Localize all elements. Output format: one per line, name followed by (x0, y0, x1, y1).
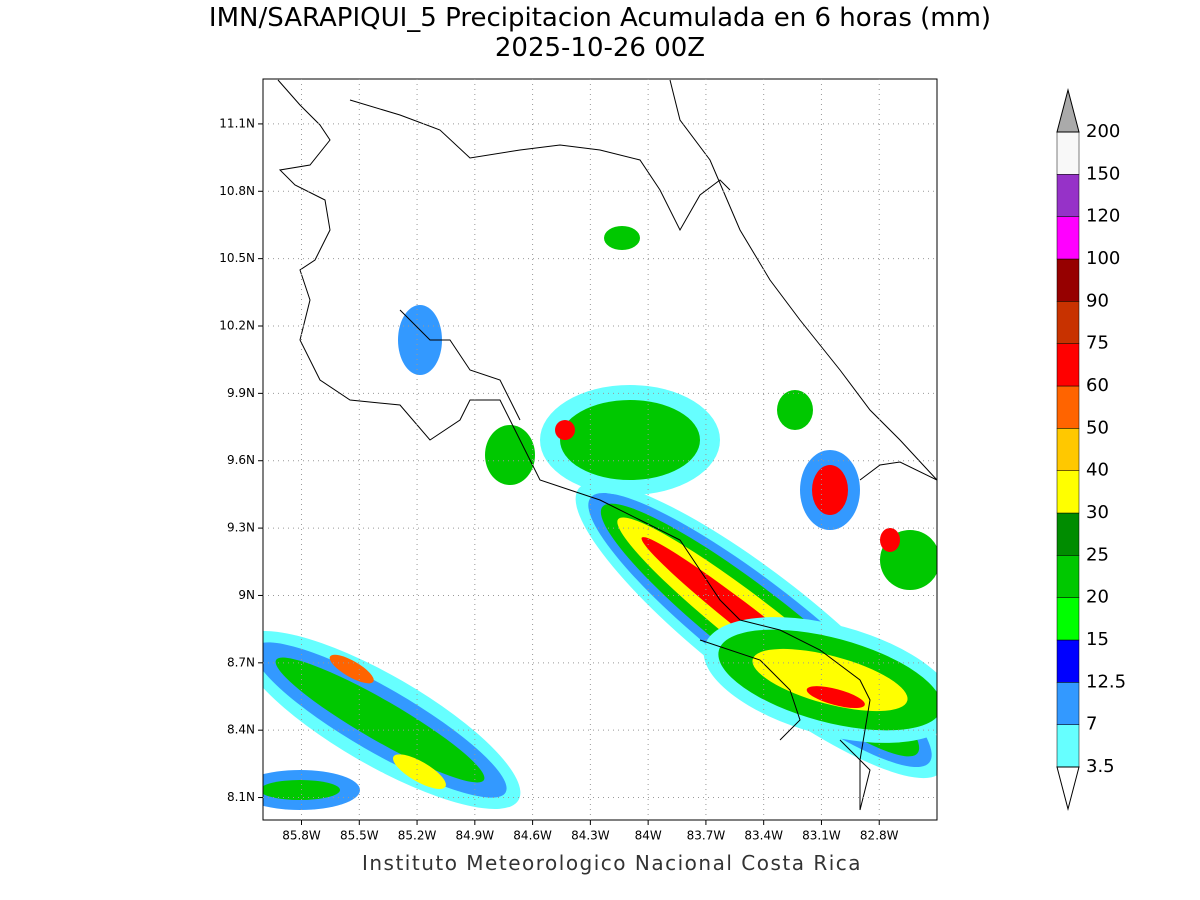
colorbar-swatch (1056, 682, 1080, 725)
x-tick-label: 84.9W (456, 829, 495, 843)
y-tick-label: 8.7N (227, 655, 255, 669)
colorbar-label: 12.5 (1086, 671, 1126, 692)
colorbar-swatch (1056, 131, 1080, 175)
colorbar-label: 3.5 (1086, 756, 1115, 777)
x-tick-label: 84.6W (513, 829, 552, 843)
colorbar-label: 40 (1086, 460, 1109, 481)
colorbar-label: 15 (1086, 629, 1109, 650)
y-tick-label: 8.4N (227, 723, 255, 737)
colorbar-label: 60 (1086, 375, 1109, 396)
colorbar-label: 25 (1086, 544, 1109, 565)
colorbar-label: 120 (1086, 206, 1120, 227)
x-tick-label: 85.8W (282, 829, 321, 843)
y-tick-label: 9.9N (227, 386, 255, 400)
y-tick-label: 9.6N (227, 453, 255, 467)
x-tick-label: 83.1W (802, 829, 841, 843)
colorbar-swatch (1056, 724, 1080, 768)
title: IMN/SARAPIQUI_5 Precipitacion Acumulada … (209, 3, 991, 33)
y-tick-label: 9.3N (227, 521, 255, 535)
colorbar-label: 50 (1086, 417, 1109, 438)
colorbar-label: 150 (1086, 163, 1120, 184)
colorbar-swatch (1056, 470, 1080, 514)
x-tick-label: 83.4W (744, 829, 783, 843)
colorbar-label: 200 (1086, 121, 1120, 142)
x-tick-label: 85.2W (398, 829, 437, 843)
colorbar-swatch (1056, 258, 1080, 302)
colorbar-label: 100 (1086, 248, 1120, 269)
colorbar-swatch (1056, 597, 1080, 641)
colorbar-swatch (1056, 639, 1080, 683)
coastlines (277, 79, 937, 811)
y-tick-label: 11.1N (219, 116, 255, 130)
footer: Instituto Meteorologico Nacional Costa R… (362, 851, 862, 875)
colorbar-label: 20 (1086, 587, 1109, 608)
y-tick-label: 10.2N (219, 319, 255, 333)
colorbar-swatch (1056, 343, 1080, 387)
colorbar-label: 7 (1086, 714, 1097, 735)
y-tick-label: 10.8N (219, 184, 255, 198)
colorbar-swatch (1056, 555, 1080, 598)
precipitation-field (263, 226, 937, 810)
colorbar-label: 75 (1086, 333, 1109, 354)
x-tick-label: 84.3W (571, 829, 610, 843)
y-tick-label: 10.5N (219, 251, 255, 265)
x-tick-label: 84W (635, 829, 662, 843)
y-tick-label: 8.1N (227, 790, 255, 804)
map-frame (262, 78, 938, 821)
subtitle: 2025-10-26 00Z (495, 33, 705, 63)
colorbar-label: 90 (1086, 290, 1109, 311)
colorbar-swatch (1056, 385, 1080, 429)
colorbar-label: 30 (1086, 502, 1109, 523)
y-tick-label: 9N (238, 588, 255, 602)
colorbar-swatch (1056, 301, 1080, 344)
colorbar-under (1056, 766, 1080, 811)
x-tick-label: 83.7W (687, 829, 726, 843)
colorbar-swatch (1056, 428, 1080, 471)
x-tick-label: 82.8W (860, 829, 899, 843)
colorbar-swatch (1056, 174, 1080, 217)
x-tick-label: 85.5W (340, 829, 379, 843)
colorbar-over (1056, 88, 1080, 133)
colorbar-swatch (1056, 512, 1080, 556)
colorbar-swatch (1056, 216, 1080, 260)
